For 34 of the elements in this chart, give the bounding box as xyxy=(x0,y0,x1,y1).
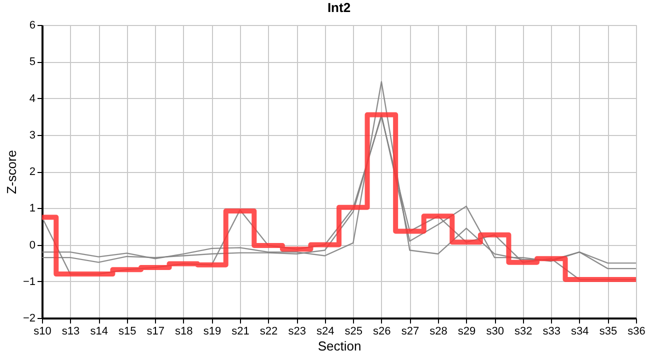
x-tick-label: s14 xyxy=(90,326,108,338)
x-tick-label: s36 xyxy=(628,326,646,338)
x-tick-label: s35 xyxy=(599,326,618,338)
y-tick-label: 6 xyxy=(29,20,36,32)
x-tick-label: s34 xyxy=(571,326,589,338)
x-tick-label: s29 xyxy=(458,326,476,338)
x-tick-label: s13 xyxy=(62,326,80,338)
x-tick-label: s27 xyxy=(401,326,420,338)
x-tick-label: s23 xyxy=(288,326,306,338)
x-tick-label: s24 xyxy=(316,326,334,338)
y-tick-label: 5 xyxy=(29,56,36,68)
y-tick-label: 3 xyxy=(29,129,36,142)
y-tick-label: 2 xyxy=(29,166,36,178)
x-tick-label: s33 xyxy=(542,326,561,338)
x-tick-label: s15 xyxy=(118,326,136,338)
x-tick-label: s30 xyxy=(486,326,504,338)
x-tick-label: s19 xyxy=(203,326,222,338)
x-tick-label: s17 xyxy=(146,326,165,338)
y-tick-label: −1 xyxy=(22,276,36,288)
x-tick-label: s25 xyxy=(344,326,363,338)
x-tick-label: s21 xyxy=(232,326,250,338)
y-tick-label: −2 xyxy=(22,312,36,324)
y-axis-title: Z-score xyxy=(4,150,19,194)
y-tick-label: 0 xyxy=(29,239,36,252)
x-axis-title: Section xyxy=(318,338,362,354)
x-tick-label: s28 xyxy=(430,326,448,338)
x-tick-label: s10 xyxy=(34,326,52,338)
y-tick-label: 1 xyxy=(29,202,36,215)
x-tick-label: s22 xyxy=(260,326,278,338)
y-tick-label: 4 xyxy=(29,92,36,105)
x-tick-label: s26 xyxy=(373,326,391,338)
chart-title: Int2 xyxy=(327,0,351,15)
x-tick-label: s18 xyxy=(175,326,193,338)
x-tick-label: s32 xyxy=(514,326,532,338)
